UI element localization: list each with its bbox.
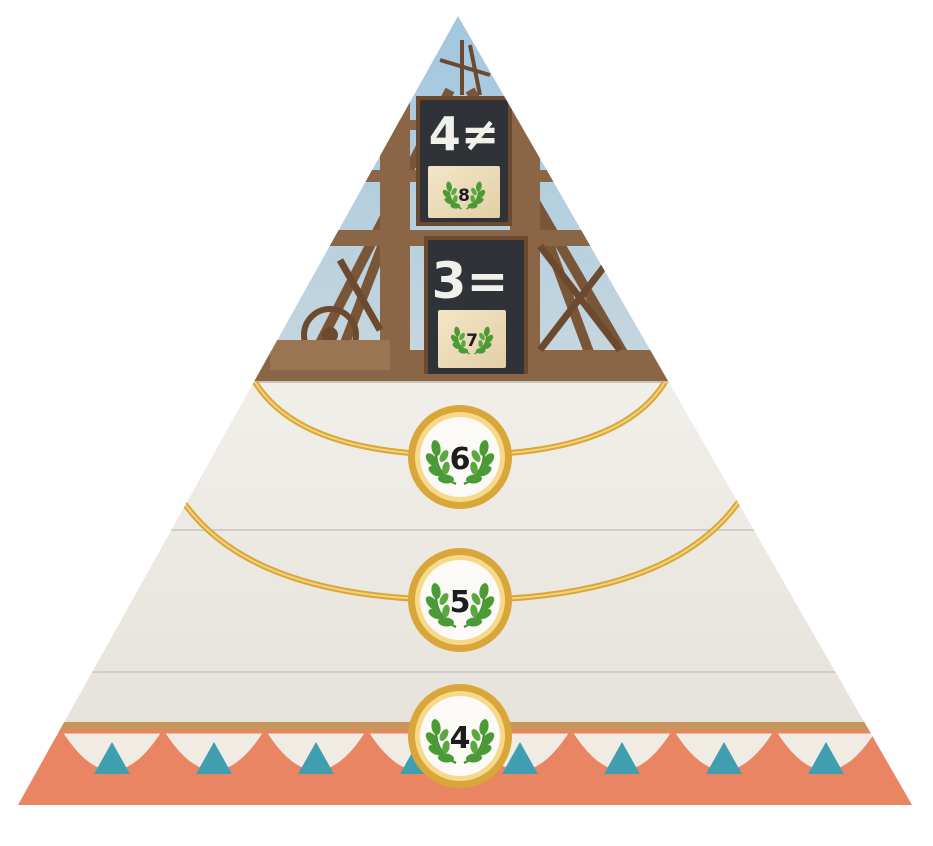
upper-points-value: 8 — [458, 186, 470, 206]
lower-points-value: 7 — [466, 331, 478, 351]
upper-condition-label: 4≠ — [429, 107, 500, 161]
top-card-lower[interactable]: 3= 7 — [424, 236, 528, 374]
lower-condition-label: 3= — [432, 252, 509, 310]
border-fan — [706, 742, 742, 774]
tier-medallion-4[interactable]: 4 — [408, 684, 512, 788]
border-fan — [502, 742, 538, 774]
border-fan — [196, 742, 232, 774]
border-fan — [808, 742, 844, 774]
tier-points-value: 4 — [450, 721, 471, 756]
top-card-upper[interactable]: 4≠ 8 — [416, 96, 512, 226]
border-fan — [910, 742, 912, 774]
upper-points-plaque — [428, 166, 500, 218]
border-fan — [18, 742, 28, 774]
border-fan — [604, 742, 640, 774]
tier-medallion-5[interactable]: 5 — [408, 548, 512, 652]
border-fan — [298, 742, 334, 774]
lower-points-plaque — [438, 310, 506, 368]
tier-medallion-6[interactable]: 6 — [408, 405, 512, 509]
tier-points-value: 6 — [450, 442, 471, 477]
border-fan — [94, 742, 130, 774]
tier-points-value: 5 — [450, 585, 471, 620]
